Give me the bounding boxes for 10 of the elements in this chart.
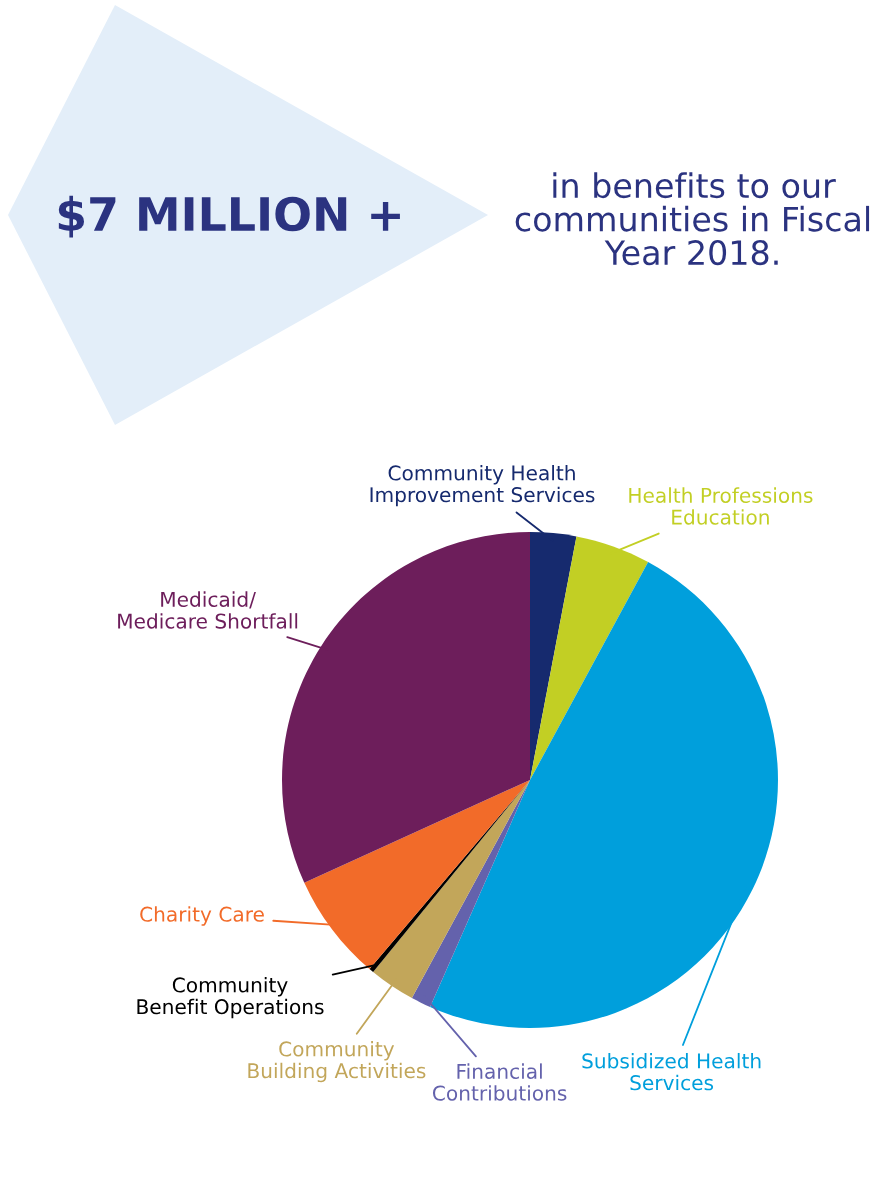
slice-label: Community Benefit Operations xyxy=(137,976,324,1019)
slice-label: Medicaid/ Medicare Shortfall xyxy=(118,591,298,629)
slice-label: Health Professions Education xyxy=(629,487,813,525)
slice-label: Community Building Activities xyxy=(248,1040,426,1083)
chart-subtitle: in benefits to our communities in Fiscal Year 2018. xyxy=(515,172,870,266)
slice-label: Community Health Improvement Services xyxy=(370,464,595,507)
slice-label: Financial Contributions xyxy=(432,1063,567,1101)
slice-label: Subsidized Health Services xyxy=(582,1052,761,1091)
slice-label: Charity Care xyxy=(140,906,264,926)
chart-title: $7 MILLION + xyxy=(58,195,400,238)
